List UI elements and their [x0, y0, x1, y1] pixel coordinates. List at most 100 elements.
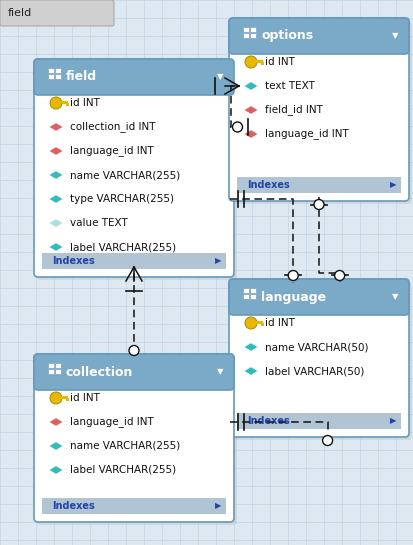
- Text: language: language: [261, 290, 326, 304]
- Polygon shape: [244, 106, 258, 114]
- Circle shape: [50, 97, 62, 109]
- Circle shape: [245, 317, 257, 329]
- Polygon shape: [49, 442, 63, 450]
- Text: type VARCHAR(255): type VARCHAR(255): [70, 194, 174, 204]
- Bar: [66, 103, 69, 106]
- Bar: [55, 363, 61, 368]
- Text: label VARCHAR(255): label VARCHAR(255): [70, 242, 176, 252]
- FancyBboxPatch shape: [229, 18, 409, 54]
- Text: id INT: id INT: [70, 98, 100, 108]
- Bar: [60, 101, 68, 104]
- FancyBboxPatch shape: [229, 279, 409, 315]
- Bar: [250, 294, 256, 299]
- Text: language_id INT: language_id INT: [70, 416, 154, 427]
- Text: ▼: ▼: [392, 32, 398, 40]
- Text: value TEXT: value TEXT: [70, 218, 128, 228]
- Circle shape: [323, 435, 332, 445]
- Polygon shape: [49, 171, 63, 179]
- Bar: [66, 398, 69, 401]
- Bar: [255, 60, 263, 63]
- Bar: [243, 27, 249, 32]
- FancyBboxPatch shape: [232, 21, 412, 204]
- Polygon shape: [49, 219, 63, 227]
- Circle shape: [50, 392, 62, 404]
- Polygon shape: [49, 147, 63, 155]
- FancyBboxPatch shape: [34, 354, 234, 390]
- Text: name VARCHAR(50): name VARCHAR(50): [265, 342, 368, 352]
- FancyBboxPatch shape: [232, 282, 412, 440]
- Bar: [55, 369, 61, 374]
- Text: language_id INT: language_id INT: [70, 146, 154, 156]
- Bar: [237, 44, 401, 52]
- Circle shape: [335, 270, 344, 281]
- Text: ▶: ▶: [390, 416, 396, 426]
- Text: options: options: [261, 29, 313, 43]
- Text: ▶: ▶: [215, 501, 221, 511]
- Text: language_id INT: language_id INT: [265, 129, 349, 140]
- Polygon shape: [49, 418, 63, 426]
- Polygon shape: [244, 343, 258, 351]
- Text: id INT: id INT: [70, 393, 100, 403]
- Bar: [237, 177, 401, 193]
- Circle shape: [245, 56, 257, 68]
- Text: text TEXT: text TEXT: [265, 81, 315, 91]
- Polygon shape: [49, 243, 63, 251]
- FancyBboxPatch shape: [34, 59, 234, 95]
- Bar: [237, 305, 401, 313]
- Polygon shape: [244, 367, 258, 375]
- Bar: [42, 498, 226, 514]
- Text: Indexes: Indexes: [247, 180, 290, 190]
- Polygon shape: [49, 466, 63, 474]
- Bar: [250, 33, 256, 38]
- Text: ▼: ▼: [392, 293, 398, 301]
- FancyBboxPatch shape: [37, 62, 237, 280]
- Bar: [243, 294, 249, 299]
- Polygon shape: [244, 82, 258, 90]
- FancyBboxPatch shape: [0, 0, 114, 26]
- Bar: [42, 253, 226, 269]
- Bar: [250, 288, 256, 293]
- Polygon shape: [49, 195, 63, 203]
- Bar: [237, 413, 401, 429]
- Bar: [48, 74, 54, 79]
- Text: collection_id INT: collection_id INT: [70, 122, 156, 132]
- Text: label VARCHAR(50): label VARCHAR(50): [265, 366, 364, 376]
- FancyBboxPatch shape: [229, 18, 409, 201]
- Text: field: field: [8, 8, 32, 18]
- FancyBboxPatch shape: [229, 279, 409, 437]
- Bar: [55, 68, 61, 73]
- Bar: [48, 363, 54, 368]
- Bar: [48, 68, 54, 73]
- Bar: [60, 396, 68, 399]
- Text: ▼: ▼: [217, 72, 223, 82]
- Text: Indexes: Indexes: [52, 501, 95, 511]
- Bar: [255, 321, 263, 324]
- Text: ▼: ▼: [217, 367, 223, 377]
- Text: name VARCHAR(255): name VARCHAR(255): [70, 170, 180, 180]
- Bar: [42, 380, 226, 388]
- Bar: [48, 369, 54, 374]
- Text: field_id INT: field_id INT: [265, 105, 323, 116]
- Bar: [55, 74, 61, 79]
- Text: label VARCHAR(255): label VARCHAR(255): [70, 465, 176, 475]
- Circle shape: [314, 199, 324, 209]
- FancyBboxPatch shape: [37, 357, 237, 525]
- Bar: [243, 288, 249, 293]
- Bar: [42, 85, 226, 93]
- Bar: [243, 33, 249, 38]
- Polygon shape: [244, 130, 258, 138]
- Text: field: field: [66, 70, 97, 83]
- Text: ▶: ▶: [390, 180, 396, 190]
- Circle shape: [233, 122, 242, 132]
- Text: id INT: id INT: [265, 318, 295, 328]
- Text: Indexes: Indexes: [52, 256, 95, 266]
- Polygon shape: [49, 123, 63, 131]
- Bar: [250, 27, 256, 32]
- Bar: [261, 323, 264, 326]
- Text: collection: collection: [66, 366, 133, 378]
- Text: name VARCHAR(255): name VARCHAR(255): [70, 441, 180, 451]
- Circle shape: [129, 346, 139, 355]
- Circle shape: [288, 270, 298, 281]
- Text: id INT: id INT: [265, 57, 295, 67]
- Text: Indexes: Indexes: [247, 416, 290, 426]
